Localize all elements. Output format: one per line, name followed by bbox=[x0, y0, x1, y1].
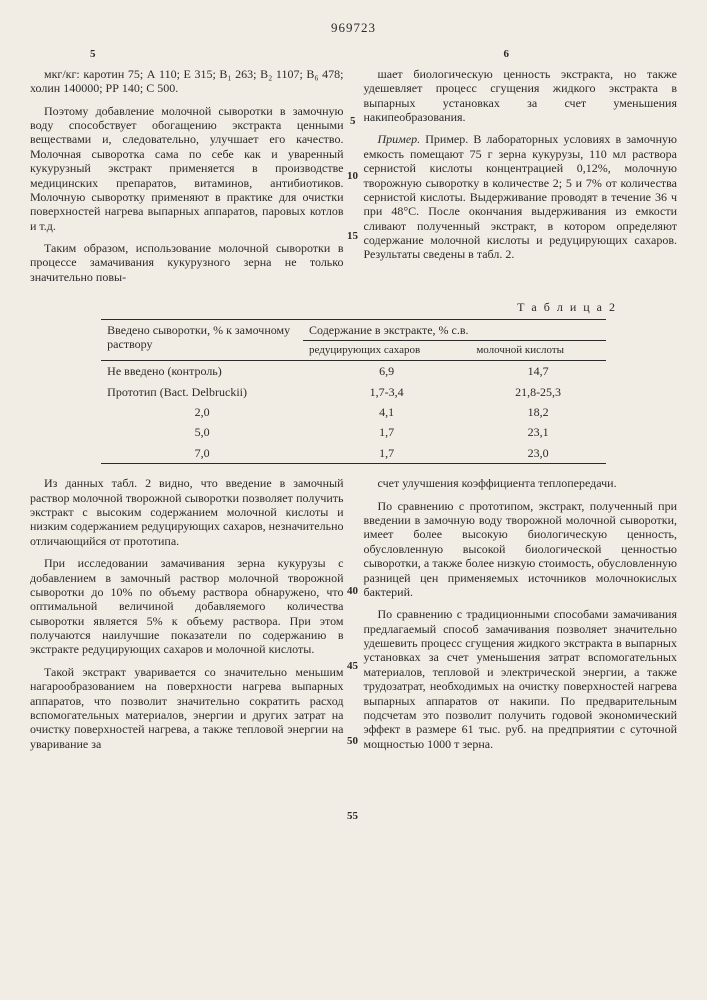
para-br-1: счет улучшения коэффициента теплопередач… bbox=[364, 476, 678, 490]
cell: 14,7 bbox=[470, 361, 606, 382]
line-number-50: 50 bbox=[347, 735, 358, 748]
cell: 2,0 bbox=[101, 402, 303, 422]
cell: 4,1 bbox=[303, 402, 470, 422]
table-row: 2,0 4,1 18,2 bbox=[101, 402, 606, 422]
th-introduced: Введено сыворотки, % к замочному раствор… bbox=[101, 319, 303, 361]
line-number-45: 45 bbox=[347, 660, 358, 673]
table-title: Т а б л и ц а 2 bbox=[30, 300, 677, 314]
line-number-10: 10 bbox=[347, 170, 358, 183]
table-row: 7,0 1,7 23,0 bbox=[101, 443, 606, 464]
para-br-2: По сравнению с прототипом, экстракт, пол… bbox=[364, 499, 678, 600]
example-label: Пример. bbox=[378, 132, 421, 146]
cell: 23,1 bbox=[470, 422, 606, 442]
line-number-40: 40 bbox=[347, 585, 358, 598]
cell: 1,7 bbox=[303, 422, 470, 442]
cell: 18,2 bbox=[470, 402, 606, 422]
table-row: Прототип (Bact. Delbruckii) 1,7-3,4 21,8… bbox=[101, 382, 606, 402]
cell: 1,7-3,4 bbox=[303, 382, 470, 402]
th-content: Содержание в экстракте, % с.в. bbox=[303, 319, 606, 340]
th-sugars: редуцирующих сахаров bbox=[303, 341, 470, 361]
line-number-55: 55 bbox=[347, 810, 358, 823]
para-br-3: По сравнению с традиционными способами з… bbox=[364, 607, 678, 751]
table-row: 5,0 1,7 23,1 bbox=[101, 422, 606, 442]
para-bl-3: Такой экстракт уваривается со значительн… bbox=[30, 665, 344, 751]
para-bl-2: При исследовании замачивания зерна кукур… bbox=[30, 556, 344, 657]
line-number-5: 5 bbox=[350, 115, 356, 128]
cell: 1,7 bbox=[303, 443, 470, 464]
cell: 5,0 bbox=[101, 422, 303, 442]
col-number-right: 6 bbox=[364, 48, 678, 61]
col-number-left: 5 bbox=[30, 48, 344, 61]
cell: Прототип (Bact. Delbruckii) bbox=[101, 382, 303, 402]
para-right-2: Пример. Пример. В лабораторных условиях … bbox=[364, 132, 678, 262]
cell: 7,0 bbox=[101, 443, 303, 464]
cell: 23,0 bbox=[470, 443, 606, 464]
para-left-1: мкг/кг: каротин 75; А 110; Е 315; В₁ 263… bbox=[30, 67, 344, 96]
cell: 21,8-25,3 bbox=[470, 382, 606, 402]
document-number: 969723 bbox=[30, 20, 677, 36]
cell: Не введено (контроль) bbox=[101, 361, 303, 382]
para-left-2: Поэтому добавление молочной сыворотки в … bbox=[30, 104, 344, 234]
table-row: Не введено (контроль) 6,9 14,7 bbox=[101, 361, 606, 382]
para-left-3: Таким образом, использование молочной сы… bbox=[30, 241, 344, 284]
para-right-2-body: Пример. В лабораторных условиях в замочн… bbox=[364, 132, 678, 261]
cell: 6,9 bbox=[303, 361, 470, 382]
para-bl-1: Из данных табл. 2 видно, что введение в … bbox=[30, 476, 344, 548]
line-number-15: 15 bbox=[347, 230, 358, 243]
para-right-1: шает биологическую ценность экстракта, н… bbox=[364, 67, 678, 125]
results-table: Введено сыворотки, % к замочному раствор… bbox=[101, 319, 606, 465]
th-acid: молочной кислоты bbox=[470, 341, 606, 361]
